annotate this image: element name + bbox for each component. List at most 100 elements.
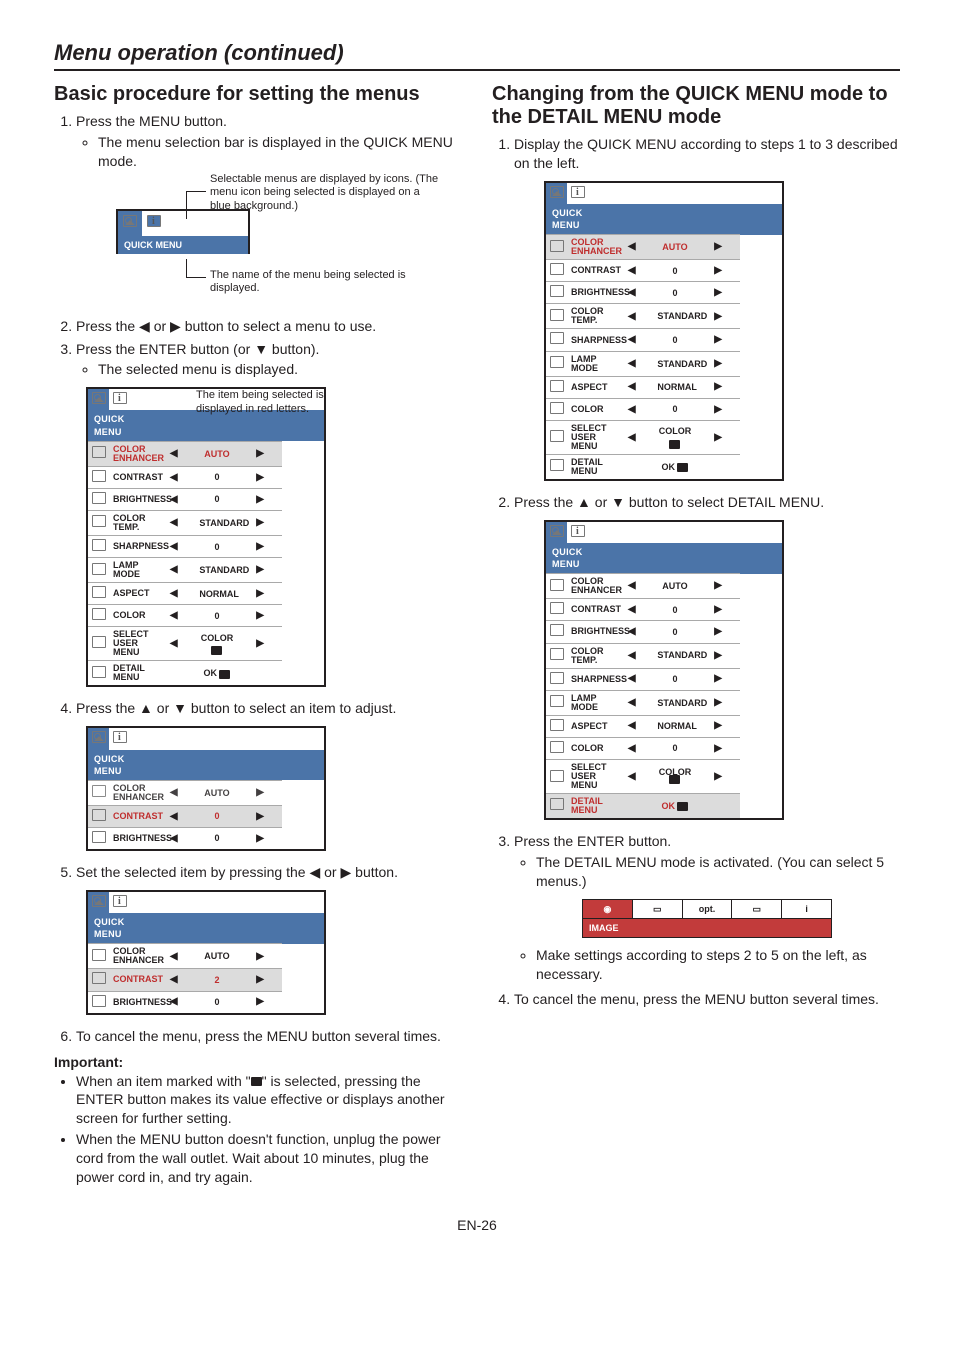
- left-arrow-icon: ◀: [610, 690, 653, 715]
- menu-item-value: 0: [195, 536, 238, 558]
- right-arrow-icon: ▶: [697, 235, 740, 260]
- step2: Press the ◀ or ▶ button to select a menu…: [76, 317, 462, 336]
- row-icon: [550, 672, 564, 684]
- r-step1: Display the QUICK MENU according to step…: [514, 135, 900, 481]
- right-arrow-icon: [239, 661, 282, 687]
- menu-row: CONTRAST◀0▶: [545, 599, 783, 621]
- menu-item-name: COLOR TEMP.: [567, 643, 610, 668]
- info-icon: [571, 186, 585, 198]
- row-icon: [550, 430, 564, 442]
- left-arrow-icon: ◀: [610, 737, 653, 759]
- right-arrow-icon: ▶: [697, 260, 740, 282]
- menu-row: COLOR◀0▶: [87, 605, 325, 627]
- menu-item-value: AUTO: [195, 944, 238, 969]
- image-icon: [92, 392, 106, 404]
- right-arrow-icon: ▶: [239, 488, 282, 510]
- menu-row: SELECTUSER MENU◀COLOR ▶: [545, 759, 783, 793]
- enter-icon: [251, 1077, 262, 1086]
- row-icon: [92, 492, 106, 504]
- row-icon: [550, 695, 564, 707]
- menu-item-value: 0: [653, 282, 696, 304]
- menu-row: COLORENHANCER◀AUTO▶: [87, 944, 325, 969]
- page-title: Menu operation (continued): [54, 40, 900, 71]
- menu-row: DETAIL MENU OK: [545, 793, 783, 819]
- menu-title: QUICK MENU: [545, 543, 610, 574]
- anno-bottom: The name of the menu being selected is d…: [210, 269, 410, 297]
- row-icon: [92, 470, 106, 482]
- important-label: Important:: [54, 1054, 462, 1070]
- right-arrow-icon: ▶: [239, 991, 282, 1014]
- menu-row: CONTRAST◀0▶: [87, 466, 325, 488]
- row-icon: [92, 563, 106, 575]
- row-icon: [92, 995, 106, 1007]
- menu-row: ASPECT◀NORMAL▶: [87, 583, 325, 605]
- row-icon: [92, 446, 106, 458]
- left-arrow-icon: ◀: [610, 759, 653, 793]
- right-arrow-icon: ▶: [239, 969, 282, 991]
- left-arrow-icon: ◀: [610, 420, 653, 454]
- menu-row: LAMP MODE◀STANDARD▶: [545, 351, 783, 376]
- right-arrow-icon: ▶: [697, 599, 740, 621]
- row-icon: [550, 309, 564, 321]
- row-icon: [550, 240, 564, 252]
- row-icon: [92, 785, 106, 797]
- right-arrow-icon: [697, 454, 740, 480]
- r-step2: Press the ▲ or ▼ button to select DETAIL…: [514, 493, 900, 820]
- menu-row: COLORENHANCER◀AUTO▶: [87, 780, 325, 805]
- detail-tab-5: i: [782, 900, 831, 918]
- right-arrow-icon: ▶: [697, 376, 740, 398]
- menu-item-value: COLOR: [195, 627, 238, 661]
- right-arrow-icon: ▶: [697, 574, 740, 599]
- detail-tab-4: ▭: [732, 900, 782, 918]
- step1-bullet: The menu selection bar is displayed in t…: [98, 133, 462, 171]
- important-2: When the MENU button doesn't function, u…: [76, 1130, 462, 1187]
- step1-text: Press the MENU button.: [76, 113, 227, 129]
- anno-top: Selectable menus are displayed by icons.…: [210, 173, 440, 214]
- menu-item-name: DETAIL MENU: [567, 793, 610, 819]
- right-arrow-icon: ▶: [239, 441, 282, 466]
- menu-item-name: COLOR: [567, 398, 610, 420]
- up-arrow-icon: ▲: [139, 700, 153, 716]
- info-icon: [113, 731, 127, 743]
- menu-title: QUICK MENU: [545, 204, 610, 235]
- menu-row: BRIGHTNESS◀0▶: [545, 282, 783, 304]
- menu-item-name: CONTRAST: [567, 260, 610, 282]
- right-arrow-icon: ▶: [239, 583, 282, 605]
- left-column: Basic procedure for setting the menus Pr…: [54, 83, 462, 1193]
- menu-row: BRIGHTNESS◀0▶: [87, 827, 325, 850]
- menu-item-name: BRIGHTNESS: [567, 282, 610, 304]
- detail-tab-image: ◉: [583, 900, 633, 918]
- row-icon: [550, 602, 564, 614]
- menu-item-name: COLOR TEMP.: [567, 304, 610, 329]
- quick-menu-table-partial: QUICK MENU COLORENHANCER◀AUTO▶CONTRAST◀0…: [86, 726, 326, 851]
- menu-row: COLOR TEMP.◀STANDARD▶: [545, 304, 783, 329]
- menu-item-name: COLORENHANCER: [109, 780, 152, 805]
- image-icon: [550, 525, 564, 537]
- menu-item-value: 0: [653, 260, 696, 282]
- right-arrow-icon: ▶: [239, 780, 282, 805]
- row-icon: [550, 402, 564, 414]
- menu-row: DETAIL MENUOK: [545, 454, 783, 480]
- step6: To cancel the menu, press the MENU butto…: [76, 1027, 462, 1046]
- right-heading: Changing from the QUICK MENU mode to the…: [492, 83, 900, 129]
- quick-menu-table: QUICK MENU COLORENHANCER◀AUTO▶CONTRAST◀0…: [86, 387, 326, 687]
- row-icon: [550, 719, 564, 731]
- right-arrow-icon: ▶: [697, 398, 740, 420]
- menu-item-value: COLOR: [653, 759, 696, 793]
- menu-item-value: OK: [195, 661, 238, 687]
- right-arrow-icon: ▶: [340, 864, 351, 880]
- menu-item-name: ASPECT: [567, 715, 610, 737]
- row-icon: [550, 263, 564, 275]
- menu-row: BRIGHTNESS◀0▶: [87, 991, 325, 1014]
- menu-item-value: OK: [653, 793, 696, 819]
- menu-row: SHARPNESS◀0▶: [545, 329, 783, 351]
- right-arrow-icon: ▶: [697, 420, 740, 454]
- info-icon: [571, 525, 585, 537]
- menu-row: LAMP MODE◀STANDARD▶: [545, 690, 783, 715]
- right-arrow-icon: ▶: [239, 805, 282, 827]
- menu-item-name: COLOR: [109, 605, 152, 627]
- info-icon: [113, 392, 127, 404]
- image-icon: [550, 186, 564, 198]
- right-arrow-icon: ▶: [697, 621, 740, 643]
- step3-bullet: The selected menu is displayed.: [98, 360, 462, 379]
